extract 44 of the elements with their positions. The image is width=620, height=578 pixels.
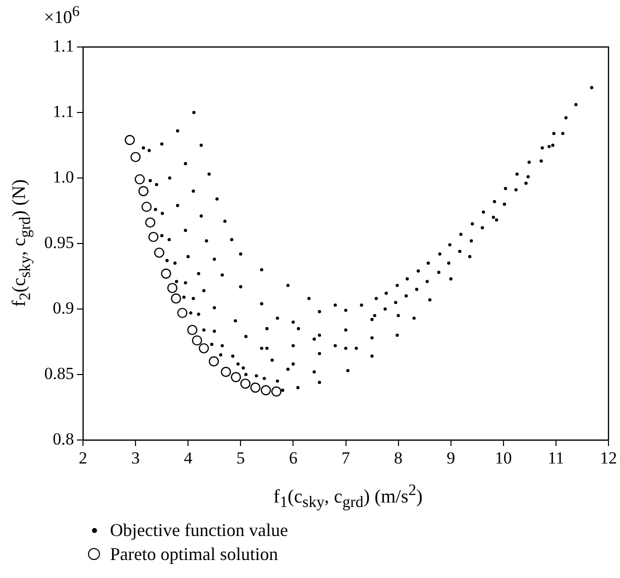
point [170,293,182,304]
x-tick-label: 6 [288,448,298,468]
point [148,232,159,242]
x-tick-label: 12 [600,448,617,468]
x-tick-label: 4 [184,448,193,468]
legend-label: Objective function value [110,520,288,540]
point [134,174,145,184]
point [130,152,141,162]
y-tick-label: 0.95 [44,232,74,252]
x-tick-label: 2 [78,448,88,468]
point [208,356,219,366]
x-tick-label: 11 [548,448,564,468]
y-tick-label: 0.9 [52,298,74,318]
y-tick-label: 0.8 [52,429,74,448]
legend-label: Pareto optimal solution [110,544,278,564]
y-tick-label: 1.0 [52,167,74,186]
point [271,386,282,397]
point [250,382,260,393]
point [154,248,164,258]
y-tick-label: 1.1 [52,36,74,56]
point [198,343,209,354]
point [260,385,271,396]
point [230,372,242,382]
point [160,268,172,279]
point [220,366,232,377]
x-tick-label: 8 [394,448,403,468]
y-tick-label: 1.1 [52,102,74,121]
point [145,217,156,228]
point [187,324,198,336]
x-tick-label: 10 [494,448,512,468]
point [124,134,135,146]
point [240,378,250,389]
text: f$_{1}$(c$_{sky}$, c$_{grd}$) (m/s$^{2}$) [273,482,423,512]
text: ×10$^{6}$ [44,4,80,28]
x-tick-label: 5 [236,448,245,468]
y-tick-label: 0.85 [44,364,74,383]
x-tick-label: 7 [342,448,350,468]
point [141,202,152,212]
x-tick-label: 9 [446,448,456,468]
x-tick-label: 3 [131,448,140,468]
point [138,186,149,196]
point [167,282,178,294]
point [192,335,202,346]
point [177,308,188,318]
